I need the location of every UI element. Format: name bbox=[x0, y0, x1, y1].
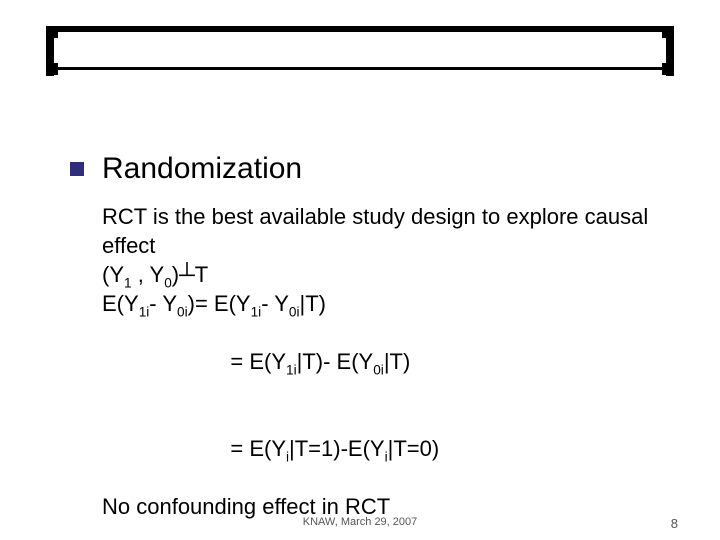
body-text: RCT is the best available study design t… bbox=[102, 202, 670, 521]
txt: |T=1)-E(Y bbox=[289, 436, 385, 461]
body-line-3: E(Y1i- Y0i)= E(Y1i- Y0i|T) bbox=[102, 289, 670, 318]
content-block: Randomization RCT is the best available … bbox=[70, 150, 670, 521]
square-bullet-icon bbox=[70, 162, 84, 176]
txt: = E(Y bbox=[151, 436, 286, 461]
subscript: 1i bbox=[139, 304, 150, 319]
body-line-4: = E(Y1i|T)- E(Y0i|T) bbox=[102, 318, 670, 405]
slide: Randomization RCT is the best available … bbox=[0, 0, 720, 540]
txt: = E(Y bbox=[151, 349, 286, 374]
subscript: 0i bbox=[177, 304, 188, 319]
subscript: 1 bbox=[124, 275, 132, 290]
txt: |T) bbox=[384, 349, 410, 374]
txt: - Y bbox=[261, 291, 289, 316]
txt: |T)- E(Y bbox=[297, 349, 374, 374]
body-line-1: RCT is the best available study design t… bbox=[102, 202, 670, 260]
txt: |T=0) bbox=[388, 436, 440, 461]
txt: ) bbox=[172, 262, 179, 287]
perp-icon: ┴ bbox=[179, 262, 195, 287]
txt: |T) bbox=[300, 291, 326, 316]
footer-date: KNAW, March 29, 2007 bbox=[303, 516, 418, 528]
txt: T bbox=[195, 262, 208, 287]
txt: (Y bbox=[102, 262, 124, 287]
subscript: 1i bbox=[251, 304, 262, 319]
subscript: 0i bbox=[289, 304, 300, 319]
page-number: 8 bbox=[671, 516, 678, 531]
subscript: 0 bbox=[164, 275, 172, 290]
txt: E(Y bbox=[102, 291, 139, 316]
heading-text: Randomization bbox=[102, 150, 302, 188]
bullet-row: Randomization bbox=[70, 150, 670, 188]
body-line-2: (Y1 , Y0)┴T bbox=[102, 260, 670, 289]
subscript: 1i bbox=[286, 362, 297, 377]
txt: - Y bbox=[149, 291, 177, 316]
txt: )= E(Y bbox=[188, 291, 251, 316]
body-line-5: = E(Yi|T=1)-E(Yi|T=0) bbox=[102, 405, 670, 492]
subscript: 0i bbox=[373, 362, 384, 377]
txt: , Y bbox=[132, 262, 165, 287]
top-ornament bbox=[46, 26, 674, 70]
